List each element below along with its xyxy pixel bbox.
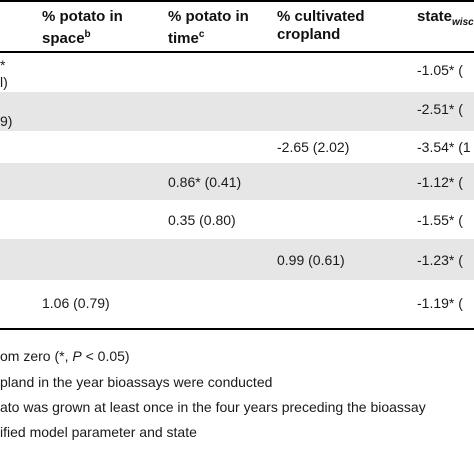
cell-state: -2.51* ( <box>417 101 463 117</box>
header-cultivated-line2: cropland <box>277 26 341 43</box>
header-potato-time-sup: c <box>198 29 205 40</box>
table-row: 0.35 (0.80) -1.55* ( <box>0 200 474 239</box>
table-row: 0.99 (0.61) -1.23* ( <box>0 239 474 280</box>
footnote-significance-a: om zero (*, <box>0 348 73 364</box>
header-state-sub: wisco <box>452 17 474 28</box>
header-potato-space-line1: % potato in <box>42 8 123 25</box>
cell-time: 0.86* (0.41) <box>168 174 242 190</box>
row-label-fragment: * <box>0 57 6 73</box>
header-potato-time: % potato in timec <box>168 8 249 48</box>
header-potato-time-line1: % potato in <box>168 8 249 25</box>
table-top-rule <box>0 0 474 2</box>
footnote-model-parameter: ified model parameter and state <box>0 424 197 440</box>
header-potato-space: % potato in spaceb <box>42 8 123 48</box>
header-potato-time-line2-wrap: timec <box>168 26 249 48</box>
header-potato-space-line2-wrap: spaceb <box>42 26 123 48</box>
header-potato-space-line2: space <box>42 30 85 47</box>
cell-state: -3.54* (1 <box>417 139 471 155</box>
footnote-significance-p: P <box>72 348 82 364</box>
header-state-wrap: statewisco <box>417 8 474 32</box>
footnote-significance-b: < 0.05) <box>81 348 130 364</box>
header-potato-space-sup: b <box>84 29 91 40</box>
cell-state: -1.12* ( <box>417 174 463 190</box>
table-row: 1.06 (0.79) -1.19* ( <box>0 280 474 326</box>
table-header-rule <box>0 51 474 53</box>
row-label-fragment: l) <box>0 74 8 90</box>
header-potato-time-line2: time <box>168 30 199 47</box>
footnote-cropland: pland in the year bioassays were conduct… <box>0 374 273 390</box>
table-bottom-rule <box>0 328 474 330</box>
cell-crop: -2.65 (2.02) <box>277 139 350 155</box>
row-label-fragment: 9) <box>0 113 13 129</box>
header-cultivated: % cultivated cropland <box>277 8 365 44</box>
table-row: -2.65 (2.02) -3.54* (1 <box>0 131 474 163</box>
header-state-main: state <box>417 8 453 25</box>
footnote-significance: om zero (*, P < 0.05) <box>0 347 130 365</box>
cell-state: -1.23* ( <box>417 252 463 268</box>
cell-state: -1.19* ( <box>417 295 463 311</box>
table-row: * l) -1.05* ( <box>0 53 474 92</box>
cell-space: 1.06 (0.79) <box>42 295 110 311</box>
cell-state: -1.05* ( <box>417 62 463 78</box>
header-state: statewisco <box>417 8 474 32</box>
header-cultivated-line1: % cultivated <box>277 8 365 25</box>
table-row: 0.86* (0.41) -1.12* ( <box>0 163 474 200</box>
table-header: % potato in spaceb % potato in timec % c… <box>0 2 474 54</box>
table-row: 9) -2.51* ( <box>0 92 474 131</box>
cell-time: 0.35 (0.80) <box>168 212 236 228</box>
footnote-potato-time: ato was grown at least once in the four … <box>0 399 426 415</box>
cell-state: -1.55* ( <box>417 212 463 228</box>
cell-crop: 0.99 (0.61) <box>277 252 345 268</box>
